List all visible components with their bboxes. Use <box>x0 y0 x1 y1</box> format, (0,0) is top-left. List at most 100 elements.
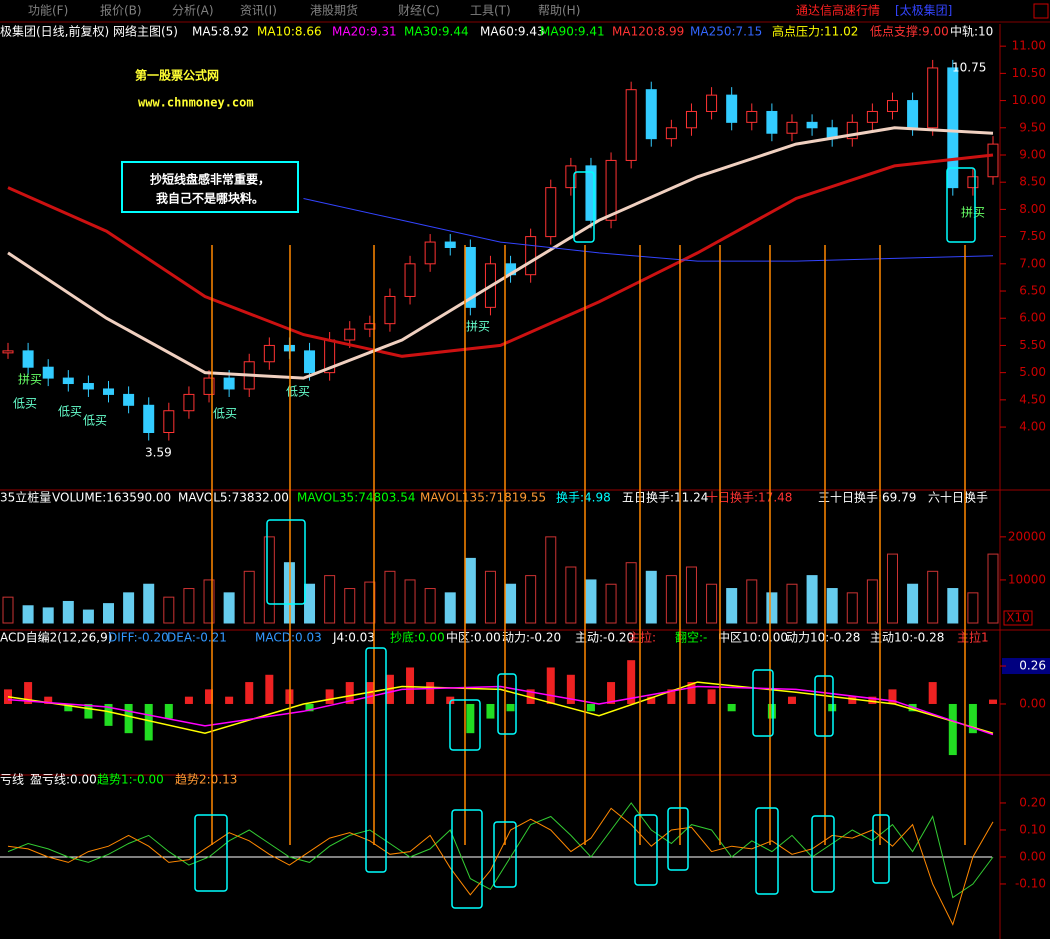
macd-bar <box>265 674 274 704</box>
highlight-box <box>365 647 387 873</box>
macd-bar <box>607 682 616 704</box>
macd-bar <box>687 682 696 704</box>
volume-bar <box>103 603 115 624</box>
highlight-box <box>573 171 595 243</box>
y-tick-label: 10000 <box>1008 572 1046 586</box>
candle <box>585 165 597 221</box>
highlight-box <box>814 675 834 737</box>
candle <box>424 241 436 265</box>
macd-bar <box>627 660 636 704</box>
volume-bar <box>505 583 517 624</box>
candle <box>866 110 878 123</box>
panel-header: MA10:8.66 <box>257 25 322 39</box>
watermark: 第一股票公式网 <box>135 68 219 83</box>
axis-highlight <box>1002 658 1050 675</box>
candle <box>746 110 758 123</box>
volume-bar <box>263 536 275 624</box>
panel-header: 高点压力:11.02 <box>772 24 858 39</box>
panel-header: 中区:0.00 <box>446 630 501 645</box>
macd-bar <box>868 696 877 704</box>
volume-bar <box>183 588 195 624</box>
volume-bar <box>123 592 135 624</box>
macd-bar <box>184 696 193 704</box>
volume-bar <box>243 570 255 624</box>
macd-bar <box>707 689 716 704</box>
watermark: www.chnmoney.com <box>138 96 254 110</box>
macd-bar <box>325 689 334 704</box>
menu-item[interactable]: 帮助(H) <box>538 4 580 18</box>
macd-bar <box>787 696 796 704</box>
menu-item[interactable]: 港股期货 <box>310 3 358 18</box>
candle <box>344 328 356 341</box>
candle <box>786 121 798 134</box>
menu-item[interactable]: 分析(A) <box>172 4 214 18</box>
candle <box>625 89 637 161</box>
panel-header: 六十日换手 <box>928 491 988 505</box>
menu-item[interactable]: 财经(C) <box>398 4 440 18</box>
volume-bar <box>143 583 155 624</box>
panel-header: 趋势2:0.13 <box>175 773 237 787</box>
macd-bar <box>104 703 113 726</box>
volume-bar <box>304 583 316 624</box>
panel-header: MAVOL35:74803.54 <box>297 491 416 505</box>
panel-header: 三十日换手:69.79 <box>818 491 916 505</box>
panel-header: 35立桩量 <box>0 490 51 505</box>
y-tick-label: 7.00 <box>1019 256 1046 270</box>
highlight-box <box>755 807 779 895</box>
close-btn[interactable] <box>1033 3 1049 19</box>
volume-bar <box>424 588 436 624</box>
candle <box>726 94 738 123</box>
y-tick-label: 5.50 <box>1019 338 1046 352</box>
menu-item[interactable]: 资讯(I) <box>240 4 277 18</box>
y-tick-label: 4.00 <box>1019 420 1046 434</box>
panel-header: MA250:7.15 <box>690 25 762 39</box>
signal-label: 低买 <box>13 397 37 411</box>
volume-bar <box>746 579 758 624</box>
series-line <box>7 685 994 736</box>
menu-item[interactable]: 功能(F) <box>28 4 68 18</box>
macd-bar <box>848 696 857 704</box>
candle <box>907 100 919 129</box>
panel-header: 翻空:- <box>675 631 707 645</box>
highlight-box <box>872 814 890 884</box>
candle <box>927 67 939 129</box>
macd-bar <box>486 703 495 719</box>
macd-bar <box>968 703 977 734</box>
volume-bar <box>484 570 496 624</box>
volume-bar <box>886 553 898 624</box>
volume-bar <box>344 588 356 624</box>
menu-item[interactable]: 工具(T) <box>470 4 511 18</box>
y-tick-label: 20000 <box>1008 529 1046 543</box>
volume-bar <box>826 588 838 624</box>
volume-bar <box>42 607 54 624</box>
panel-header: ACD自编2(12,26,9) <box>0 630 112 645</box>
macd-bar <box>205 689 214 704</box>
menu-item[interactable]: 报价(B) <box>100 3 142 18</box>
panel-header: MACD:0.03 <box>255 631 322 645</box>
brand: 通达信高速行情 <box>796 3 880 18</box>
macd-bar <box>546 667 555 704</box>
note: 抄短线盘感非常重要， <box>150 172 270 187</box>
series-line <box>7 681 994 734</box>
series-line <box>7 807 994 926</box>
volume-bar <box>987 553 999 624</box>
macd-bar <box>24 682 33 704</box>
macd-bar <box>667 689 676 704</box>
highlight-box <box>946 167 976 243</box>
highlight-box <box>194 814 228 892</box>
stock-name: [太极集团] <box>895 3 952 18</box>
macd-bar <box>365 682 374 704</box>
volume-bar <box>947 588 959 624</box>
series-line <box>7 126 994 380</box>
macd-bar <box>144 703 153 741</box>
signal-label: 拼买 <box>961 206 985 220</box>
note-box <box>121 161 299 213</box>
y-tick-label: 0.00 <box>1019 696 1046 710</box>
candle <box>565 165 577 189</box>
volume-bar <box>665 575 677 624</box>
volume-bar <box>846 592 858 624</box>
scale-box <box>1003 610 1033 626</box>
candle <box>766 110 778 134</box>
panel-header: 趋势1:-0.00 <box>97 773 164 787</box>
